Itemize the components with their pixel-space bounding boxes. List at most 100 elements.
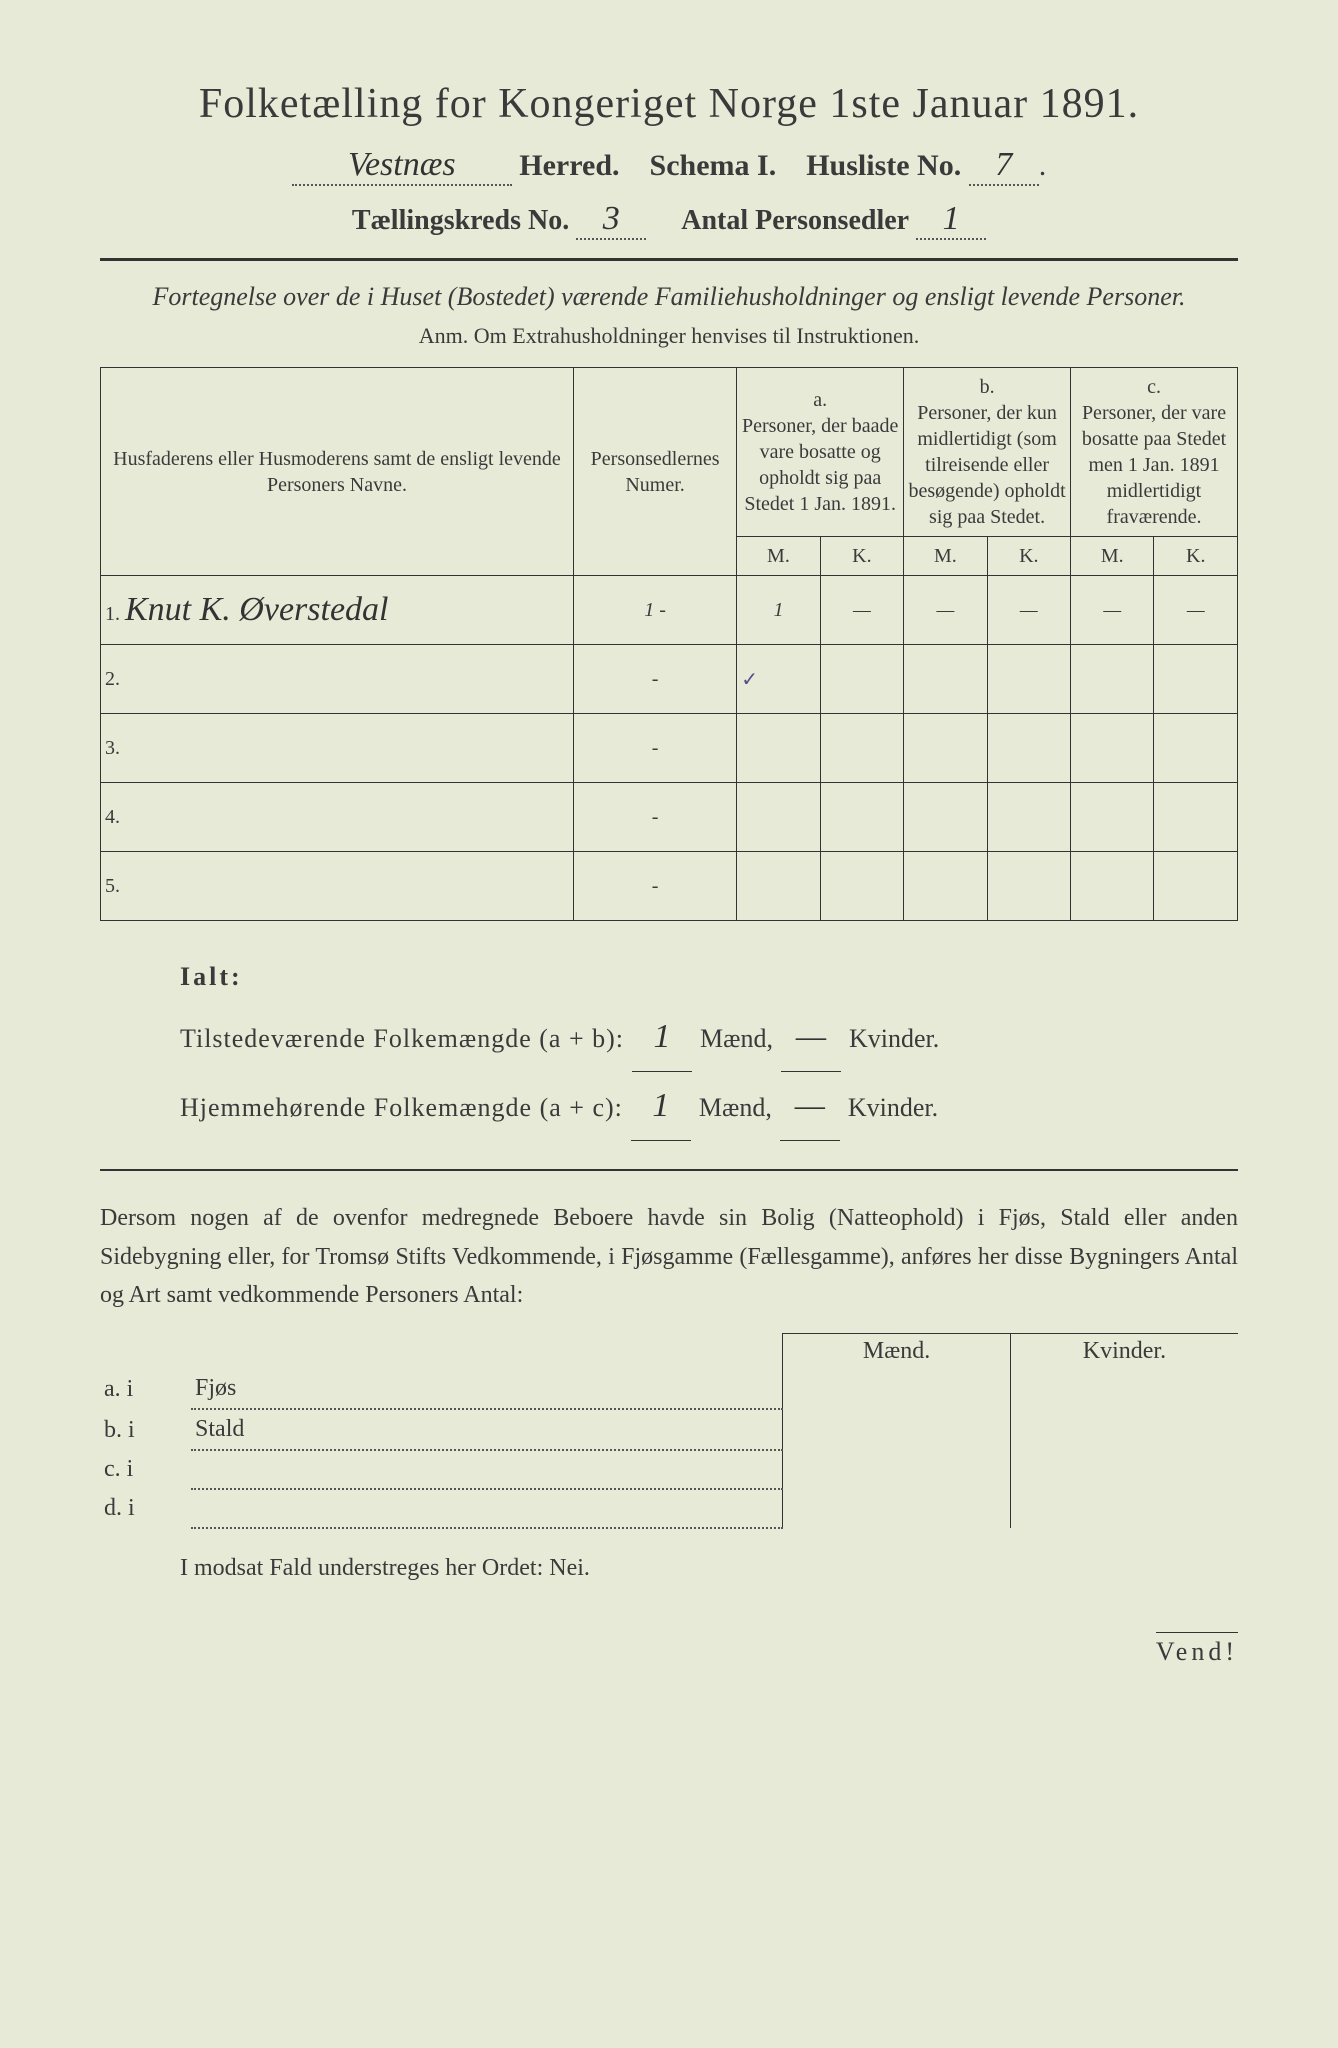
census-form-page: Folketælling for Kongeriget Norge 1ste J… [0, 0, 1338, 2048]
kreds-label: Tællingskreds No. [352, 205, 569, 236]
row-bM [904, 852, 987, 921]
row-aK [820, 852, 903, 921]
divider-1 [100, 258, 1238, 261]
th-c-label: c. [1075, 374, 1233, 400]
sum1-label: Tilstedeværende Folkemængde (a + b): [180, 1013, 624, 1065]
outb-letter: b. i [100, 1409, 191, 1450]
th-names: Husfaderens eller Husmoderens samt de en… [101, 368, 574, 576]
herred-label: Herred. [519, 149, 619, 182]
th-c-k: K. [1154, 537, 1238, 576]
row-aK [820, 645, 903, 714]
outb-row: d. i [100, 1489, 1238, 1528]
main-table: Husfaderens eller Husmoderens samt de en… [100, 367, 1238, 921]
sum1-k: — [781, 1003, 841, 1072]
outb-kvinder: Kvinder. [1010, 1333, 1238, 1369]
row-num: - [573, 714, 736, 783]
herred-value: Vestnæs [348, 146, 456, 184]
outbuilding-table: Mænd. Kvinder. a. i Fjøs b. i Stald c. i… [100, 1333, 1238, 1529]
sum-line-1: Tilstedeværende Folkemængde (a + b): 1 M… [180, 1003, 1238, 1072]
table-row: 4. - [101, 783, 1238, 852]
row-aM [737, 852, 820, 921]
outb-letter: d. i [100, 1489, 191, 1528]
outb-letter: c. i [100, 1450, 191, 1489]
kreds-value: 3 [603, 200, 620, 238]
header-line-3: Tællingskreds No. 3 Antal Personsedler 1 [100, 200, 1238, 240]
row-bK [987, 645, 1070, 714]
th-a-m: M. [737, 537, 820, 576]
th-c-m: M. [1071, 537, 1154, 576]
row-bM [904, 714, 987, 783]
outb-letter: a. i [100, 1369, 191, 1409]
row-cM [1071, 645, 1154, 714]
row-bK [987, 714, 1070, 783]
ialt-label: Ialt: [180, 951, 1238, 1003]
row-num: - [573, 645, 736, 714]
outb-type [191, 1450, 783, 1489]
row-aM [737, 783, 820, 852]
antal-value: 1 [943, 200, 960, 238]
row-aK [820, 783, 903, 852]
outb-maend: Mænd. [783, 1333, 1011, 1369]
row-num: - [573, 783, 736, 852]
th-b-label: b. [908, 374, 1066, 400]
row-aM: ✓ [737, 645, 820, 714]
sum2-label: Hjemmehørende Folkemængde (a + c): [180, 1082, 623, 1134]
kvinder-label-1: Kvinder. [849, 1013, 939, 1065]
outb-row: b. i Stald [100, 1409, 1238, 1450]
row-cM [1071, 852, 1154, 921]
para-text: Dersom nogen af de ovenfor medregnede Be… [100, 1205, 1238, 1308]
row-num: - [573, 852, 736, 921]
th-b-k: K. [987, 537, 1070, 576]
row-aK: — [820, 576, 903, 645]
row-cK [1154, 852, 1238, 921]
antal-label: Antal Personsedler [681, 205, 909, 236]
outb-m [783, 1369, 1011, 1409]
th-numer: Personsedlernes Numer. [573, 368, 736, 576]
row-name: 4. [101, 783, 574, 852]
table-row: 5. - [101, 852, 1238, 921]
vend-label: Vend! [1156, 1632, 1238, 1667]
row-cM [1071, 714, 1154, 783]
table-row: 1. Knut K. Øverstedal 1 - 1 — — — — — [101, 576, 1238, 645]
outb-k [1010, 1369, 1238, 1409]
outb-row: c. i [100, 1450, 1238, 1489]
row-cK [1154, 783, 1238, 852]
sum-line-2: Hjemmehørende Folkemængde (a + c): 1 Mæn… [180, 1072, 1238, 1141]
row-bM: — [904, 576, 987, 645]
row-name: 3. [101, 714, 574, 783]
husliste-label: Husliste No. [806, 149, 961, 182]
row-aM: 1 [737, 576, 820, 645]
row-cM [1071, 783, 1154, 852]
outb-k [1010, 1409, 1238, 1450]
table-row: 2. - ✓ [101, 645, 1238, 714]
maend-label-1: Mænd, [700, 1013, 773, 1065]
row-name: 2. [101, 645, 574, 714]
nei-line: I modsat Fald understreges her Ordet: Ne… [180, 1555, 1238, 1582]
totals-block: Ialt: Tilstedeværende Folkemængde (a + b… [180, 951, 1238, 1141]
row-cM: — [1071, 576, 1154, 645]
outb-type: Stald [191, 1409, 783, 1450]
th-a-text: Personer, der baade vare bosatte og opho… [741, 413, 899, 517]
outb-k [1010, 1489, 1238, 1528]
sum2-k: — [780, 1072, 840, 1141]
row-cK [1154, 645, 1238, 714]
outb-type [191, 1489, 783, 1528]
th-b-text: Personer, der kun midlertidigt (som tilr… [908, 400, 1066, 530]
sum2-m: 1 [631, 1072, 691, 1141]
row-bK [987, 852, 1070, 921]
outb-m [783, 1489, 1011, 1528]
schema-label: Schema I. [650, 149, 777, 182]
th-c: c. Personer, der vare bosatte paa Stedet… [1071, 368, 1238, 537]
outb-k [1010, 1450, 1238, 1489]
outb-m [783, 1409, 1011, 1450]
row-bK [987, 783, 1070, 852]
header-line-2: Vestnæs Herred. Schema I. Husliste No. 7… [100, 146, 1238, 186]
outb-m [783, 1450, 1011, 1489]
th-a-label: a. [741, 387, 899, 413]
row-cK [1154, 714, 1238, 783]
row-bM [904, 783, 987, 852]
kvinder-label-2: Kvinder. [848, 1082, 938, 1134]
outbuilding-paragraph: Dersom nogen af de ovenfor medregnede Be… [100, 1199, 1238, 1314]
table-row: 3. - [101, 714, 1238, 783]
row-aM [737, 714, 820, 783]
